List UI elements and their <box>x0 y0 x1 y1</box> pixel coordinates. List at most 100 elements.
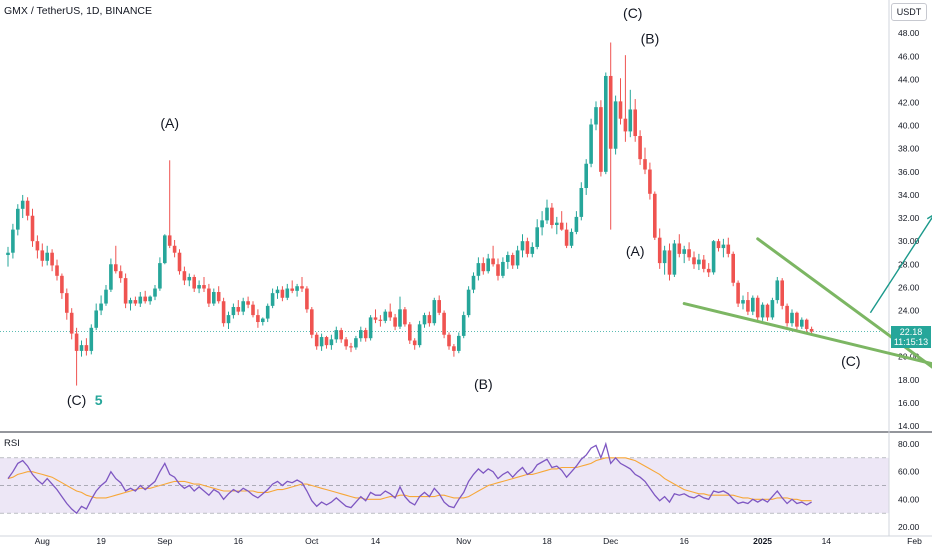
candle-body <box>711 241 716 273</box>
candle <box>692 251 696 269</box>
candle <box>755 295 760 321</box>
candle-body <box>177 252 182 272</box>
candle-body <box>648 169 652 194</box>
candle-body <box>702 259 706 269</box>
candle-body <box>60 275 64 294</box>
candle-body <box>618 101 623 119</box>
candle <box>706 263 711 277</box>
candle-body <box>510 255 515 266</box>
candle-body <box>496 264 500 276</box>
candle-body <box>535 227 539 247</box>
last-price-value: 22.18 <box>899 327 923 337</box>
candle <box>736 280 740 308</box>
candle <box>687 242 691 261</box>
candle <box>290 280 294 294</box>
candle <box>711 240 716 275</box>
candle-body <box>540 220 544 228</box>
candle <box>300 276 304 292</box>
candle-body <box>182 271 187 281</box>
wave-label: 5 <box>95 392 103 408</box>
candle-body <box>765 304 770 318</box>
candle <box>476 257 481 281</box>
candle <box>226 311 231 329</box>
candle <box>702 255 706 273</box>
candle-body <box>427 315 432 324</box>
candle-body <box>393 317 397 327</box>
candle-body <box>466 289 471 316</box>
candle <box>373 309 378 324</box>
candle <box>569 228 574 249</box>
candle <box>447 332 451 350</box>
candle-body <box>79 345 84 351</box>
candle <box>633 99 637 142</box>
candle-body <box>452 346 456 351</box>
candle <box>574 211 579 235</box>
candle <box>339 327 343 343</box>
candle-body <box>795 312 799 327</box>
candle <box>741 295 745 310</box>
candle <box>324 335 329 349</box>
candle-body <box>633 109 637 137</box>
candle <box>118 265 123 283</box>
candle <box>177 249 182 275</box>
candle <box>187 273 192 287</box>
candle-body <box>506 255 510 262</box>
candle <box>667 243 672 281</box>
candle-body <box>251 304 255 316</box>
time-tick-label: 16 <box>679 536 689 546</box>
candle <box>172 240 177 258</box>
candle-body <box>638 136 642 160</box>
candle <box>6 246 10 267</box>
wedge-upper-line <box>756 237 932 369</box>
rsi-indicator-label[interactable]: RSI <box>4 438 20 449</box>
candle <box>809 326 814 334</box>
candle-body <box>760 304 765 318</box>
candle-body <box>197 285 201 289</box>
candle-body <box>30 215 35 242</box>
currency-unit-button[interactable]: USDT <box>891 3 927 21</box>
candle <box>378 315 383 327</box>
price-tick-label: 42.00 <box>898 98 920 108</box>
candle <box>329 334 334 350</box>
candle <box>393 313 397 331</box>
candle-body <box>261 318 265 323</box>
candle <box>653 191 657 241</box>
candle-body <box>559 222 564 230</box>
candle-body <box>187 276 192 281</box>
candle <box>368 315 373 341</box>
candle-body <box>697 259 701 265</box>
candle <box>334 326 339 343</box>
candle <box>785 303 789 327</box>
candle-body <box>569 231 574 246</box>
candle-body <box>50 252 54 266</box>
price-tick-label: 16.00 <box>898 398 920 408</box>
candle <box>422 312 427 328</box>
wave-label: (B) <box>641 31 660 47</box>
candle <box>314 332 319 350</box>
rsi-ma-line <box>7 457 812 502</box>
candle <box>197 280 201 294</box>
projection-arrow-line <box>869 216 932 314</box>
time-tick-label: 16 <box>234 536 244 546</box>
candle <box>457 332 461 354</box>
candle-body <box>329 339 334 346</box>
candle <box>751 295 755 316</box>
candle <box>261 317 265 326</box>
candle <box>437 295 441 316</box>
price-tick-label: 40.00 <box>898 121 920 131</box>
time-tick-label: Aug <box>35 536 50 546</box>
candle-body <box>716 241 721 249</box>
candle <box>241 297 245 316</box>
candle <box>594 101 598 131</box>
candle-body <box>310 309 314 335</box>
time-tick-label: 14 <box>822 536 832 546</box>
candle <box>515 245 520 269</box>
candle <box>354 335 358 350</box>
candle-body <box>653 193 657 238</box>
candle <box>403 307 407 327</box>
candle <box>319 333 324 351</box>
price-tick-label: 18.00 <box>898 375 920 385</box>
chart-title: GMX / TetherUS, 1D, BINANCE <box>4 5 153 17</box>
candle-body <box>246 301 250 305</box>
